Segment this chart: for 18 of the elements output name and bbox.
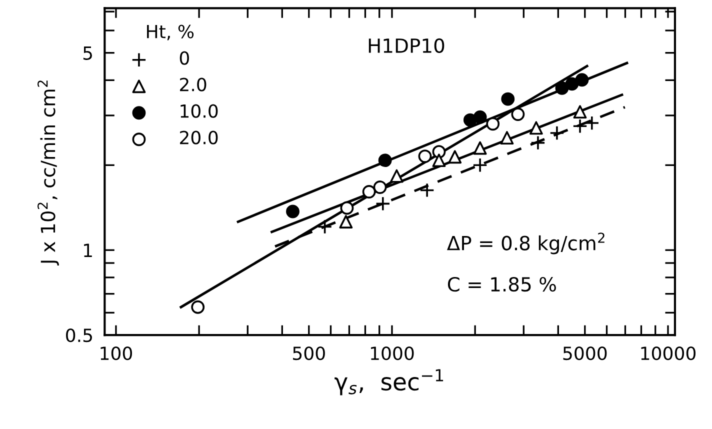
y-axis-title: J x 10$^{2}$, cc/min cm$^{2}$ bbox=[38, 80, 59, 266]
x-tick-label: 1000 bbox=[370, 346, 414, 360]
legend-label: 0 bbox=[180, 51, 189, 65]
annotation: C = 1.85 % bbox=[448, 276, 556, 292]
legend-label: 10.0 bbox=[180, 104, 218, 118]
y-tick-label: 0.5 bbox=[66, 328, 92, 342]
y-tick-label: 1 bbox=[84, 244, 92, 257]
x-axis-title: γ$_{s}$, sec$^{−1}$ bbox=[334, 369, 444, 396]
legend-label: 20.0 bbox=[180, 130, 218, 144]
annotation: H1DP10 bbox=[368, 38, 444, 54]
y-tick-label: 5 bbox=[83, 46, 92, 60]
x-tick-label: 500 bbox=[293, 346, 325, 360]
x-tick-label: 100 bbox=[100, 346, 132, 360]
legend-title: Ht, % bbox=[147, 24, 194, 40]
annotation: ΔP = 0.8 kg/cm$^{2}$ bbox=[447, 232, 604, 254]
x-tick-label: 10000 bbox=[641, 346, 696, 360]
legend-label: 2.0 bbox=[180, 78, 206, 92]
x-tick-label: 5000 bbox=[563, 346, 607, 360]
